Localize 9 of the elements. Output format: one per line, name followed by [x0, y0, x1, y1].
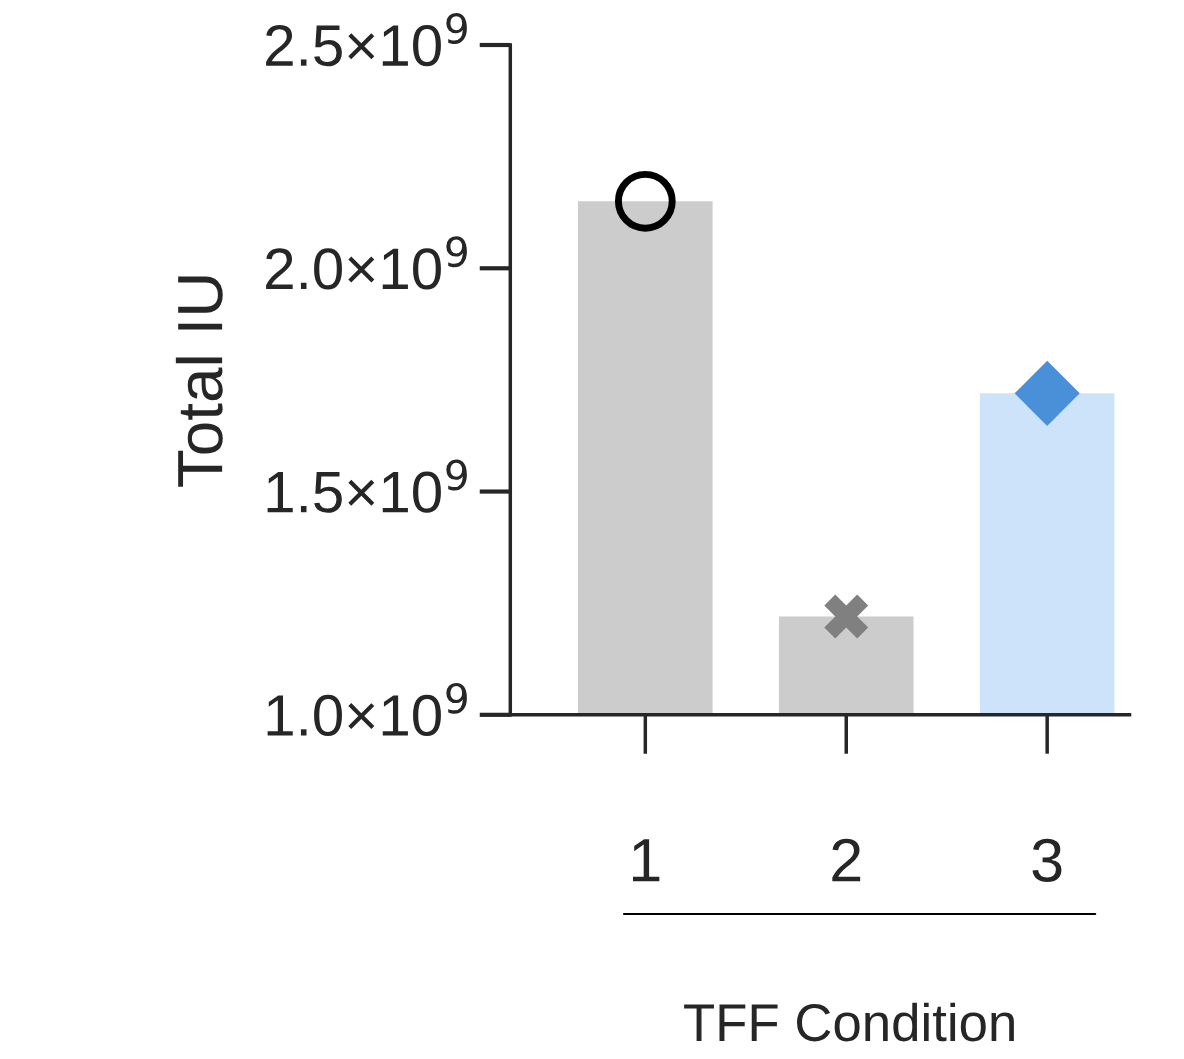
- y-axis-title: Total IU: [175, 276, 223, 487]
- y-tick-label: 1.0×10$^{9}$: [267, 682, 467, 737]
- y-tick-label: 2.5×10$^{9}$: [266, 13, 467, 67]
- x-axis-title: TFF Condition: [684, 1002, 1014, 1042]
- x-tick-label: 3: [1032, 838, 1062, 882]
- y-tick-label: 1.5×10$^{9}$: [267, 459, 467, 513]
- y-tick-label: 2.0×10$^{9}$: [266, 236, 467, 290]
- x-tick-label: 2: [832, 838, 861, 882]
- x-tick-label: 1: [632, 839, 660, 882]
